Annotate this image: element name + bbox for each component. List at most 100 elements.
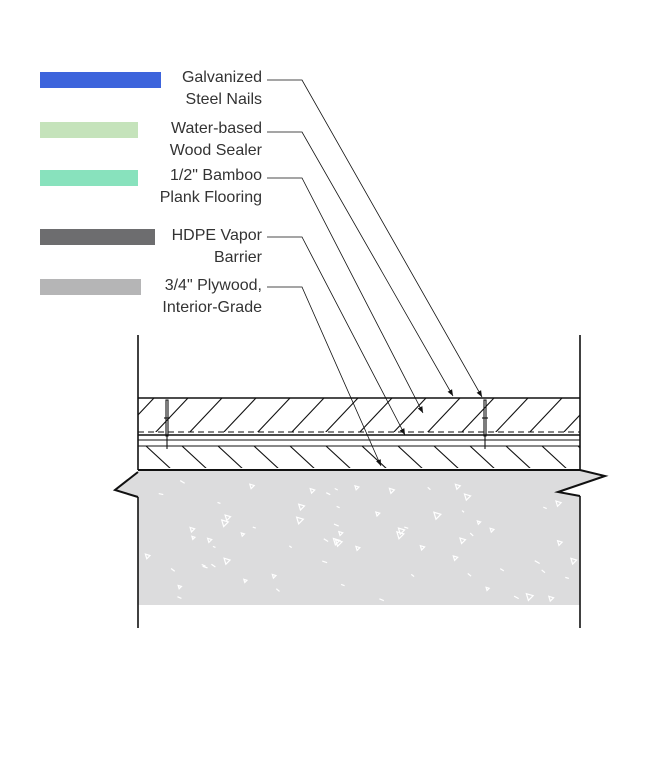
aggregate-speck [271,573,278,580]
aggregate-speck [295,516,305,525]
nail-right [482,399,488,449]
aggregate-speck [525,592,535,602]
legend-label-vapor-barrier: HDPE Vapor Barrier [171,227,262,266]
leader-plywood [267,286,382,467]
aggregate-speck [323,538,329,543]
aggregate-speck [570,557,578,566]
aggregate-speck [461,510,465,513]
hatch-line [110,446,136,470]
aggregate-speck [467,572,472,577]
hatch-line [253,446,279,468]
aggregate-speck [336,505,340,509]
aggregate-speck [177,596,182,600]
leader-wood-sealer [267,131,454,397]
leader-bamboo-flooring [267,177,424,414]
hatch-line [393,398,427,432]
aggregate-speck [337,530,344,537]
aggregate-speck [190,535,197,541]
plywood-hatch [110,446,640,470]
aggregate-speck [206,537,213,544]
hatch-line [505,446,531,468]
aggregate-speck [485,586,491,592]
hatch-line [529,398,563,432]
aggregate-speck [201,563,206,567]
aggregate-speck [459,537,467,545]
aggregate-speck [220,519,230,528]
aggregate-speck [217,501,221,505]
hatch-line [614,446,640,470]
aggregate-speck [433,511,442,521]
aggregate-speck [354,545,361,552]
aggregate-speck [547,595,555,603]
aggregate-speck [340,583,345,587]
aggregate-speck [177,584,183,590]
aggregate-speck [309,487,316,495]
legend-label-wood-sealer: Water-based Wood Sealer [169,120,262,159]
aggregate-speck [541,569,546,574]
hatch-line [145,446,171,468]
aggregate-speck [374,511,381,518]
aggregate-speck [556,539,564,547]
hatch-line [541,446,567,468]
aggregate-speck [427,486,431,491]
aggregate-speck [275,588,280,592]
aggregate-speck [379,598,385,602]
aggregate-speck [326,492,331,496]
aggregate-speck [224,514,232,522]
hatch-line [461,398,495,432]
aggregate-speck [322,560,328,564]
hatch-line [257,398,291,432]
hatch-line [397,446,423,468]
aggregate-speck [212,545,216,549]
hatch-line [325,398,359,432]
aggregate-speck [333,523,339,527]
legend-swatch-wood-sealer [40,122,138,138]
aggregate-speck [248,483,256,490]
aggregate-speck [189,526,196,534]
hatch-line [427,398,461,432]
hatch-line [563,414,580,432]
aggregate-speck [476,520,482,526]
concrete-slab [115,470,605,605]
legend-label-steel-nails: Galvanized Steel Nails [181,69,262,108]
hatch-line [138,398,155,416]
aggregate-speck [332,537,341,546]
legend-swatch-plywood [40,279,141,295]
aggregate-speck [565,576,570,580]
aggregate-speck [240,532,246,538]
aggregate-speck [170,567,176,572]
aggregate-speck [202,565,208,569]
hatch-line [155,398,189,432]
aggregate-speck [463,493,472,502]
aggregate-speck [452,555,459,562]
legend-swatch-vapor-barrier [40,229,155,245]
hatch-line [469,446,495,468]
legend-swatch-steel-nails [40,72,161,88]
leader-steel-nails [267,79,483,398]
aggregate-speck [297,503,306,512]
hatch-line [223,398,257,432]
hatch-line [189,398,223,432]
hatch-line [181,446,207,468]
aggregate-speck [395,530,405,540]
aggregate-speck [513,595,519,600]
aggregate-speck [419,544,426,552]
leader-vapor-barrier [267,236,406,436]
legend-label-plywood: 3/4" Plywood, Interior-Grade [162,277,262,316]
slab-break-line [112,469,609,498]
aggregate-speck [179,480,185,484]
legend-swatch-bamboo-flooring [40,170,138,186]
hatch-line [495,398,529,432]
hatch-line [596,398,630,434]
hatch-line [291,398,325,432]
aggregate-speck [242,578,249,584]
aggregate-speck [334,487,339,491]
aggregate-speck [223,557,232,566]
hatch-line [630,398,648,434]
aggregate-speck [555,500,563,508]
aggregate-speck [354,484,361,491]
aggregate-speck [388,487,396,495]
aggregate-speck [211,563,216,568]
